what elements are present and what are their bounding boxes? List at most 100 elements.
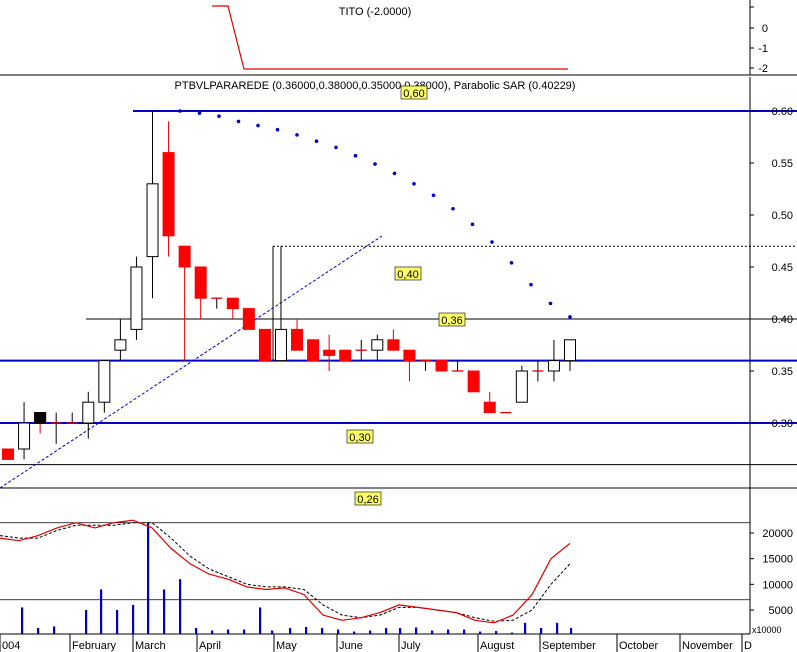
sar-dot (197, 111, 202, 115)
sar-dot (217, 114, 221, 118)
volume-bar (495, 631, 498, 634)
candle-body (194, 266, 207, 299)
candle-body-black (34, 412, 47, 424)
volume-tick-label: 5000 (769, 605, 793, 617)
candle-body (467, 370, 480, 393)
level-label-text: 0,26 (357, 494, 378, 506)
price-panel: PTBVLPARAREDE (0.36000,0.38000,0.35000,0… (0, 77, 797, 506)
sar-dot (470, 222, 475, 227)
indicator-panel: TITO (-2.0000) 0 -1 -2 (0, 0, 797, 76)
volume-tick-label: 20000 (762, 528, 793, 540)
level-label-text: 0,36 (441, 315, 462, 327)
sar-dot (314, 139, 319, 143)
candle-body (483, 401, 496, 414)
price-tick-label: 0.55 (772, 158, 793, 170)
level-label-box (354, 491, 382, 506)
indicator-y-ticks: 0 -1 -2 (750, 6, 768, 75)
volume-bar (116, 610, 119, 634)
candle-body (403, 349, 416, 362)
sar-dot (334, 145, 338, 150)
x-axis: 004 February March April May June July August Se… (0, 634, 752, 652)
volume-bar (85, 610, 88, 634)
candle-body (371, 339, 384, 351)
candles (2, 111, 576, 460)
volume-bar (511, 632, 514, 634)
candle-body (98, 360, 111, 403)
candle-body (387, 339, 400, 351)
candle-body (178, 245, 191, 268)
level-labels: 0,60 0,40 0,36 0,30 0,26 (346, 85, 466, 506)
sar-dot (295, 133, 299, 137)
volume-bar (243, 629, 246, 634)
price-tick-label: 0.30 (772, 418, 793, 430)
x-tick-label: 004 (2, 640, 20, 652)
volume-bar (556, 622, 559, 634)
sar-dot (529, 282, 533, 287)
sar-dot (256, 123, 260, 128)
price-tick-label: 0.40 (772, 314, 793, 326)
volume-bar (415, 627, 418, 634)
sar-dot (353, 153, 358, 158)
volume-bar (211, 630, 214, 634)
volume-y-ticks: 20000 15000 10000 5000 (750, 528, 793, 617)
candle-body (2, 448, 14, 460)
indicator-grid (0, 0, 797, 76)
volume-bar (463, 629, 466, 634)
price-tick-label: 0.35 (772, 366, 793, 378)
candle-body (307, 339, 320, 362)
indicator-line (212, 5, 568, 70)
volume-bar (179, 579, 182, 634)
candle-body (274, 328, 287, 362)
x-tick-label: D (744, 640, 752, 652)
volume-bar (479, 631, 482, 634)
volume-bar (447, 629, 450, 634)
candle-body (226, 297, 239, 310)
level-label-box (394, 266, 422, 281)
volume-tick-label: 15000 (762, 554, 793, 566)
volume-bar (195, 627, 198, 634)
volume-bar (385, 627, 388, 634)
candle-body (82, 401, 95, 424)
price-grid (0, 77, 797, 489)
volume-bar (337, 629, 340, 634)
volume-bar (570, 627, 573, 634)
indicator-tick-label: -1 (758, 43, 768, 55)
candle-body (162, 152, 175, 237)
x-tick-label: July (401, 640, 421, 652)
sar-dot (236, 119, 241, 124)
volume-ma-black (0, 522, 571, 622)
x-tick-label: August (480, 640, 514, 652)
x-tick-label: February (72, 640, 117, 652)
volume-bar (353, 631, 356, 634)
volume-bar (37, 627, 40, 634)
indicator-title: TITO (-2.0000) (339, 6, 412, 18)
candle-body (435, 360, 448, 372)
volume-bar (369, 630, 372, 634)
volume-bar (259, 607, 262, 634)
volume-bar (53, 626, 56, 634)
x-tick-label: October (619, 640, 658, 652)
volume-bar (227, 629, 230, 634)
volume-ma-red (0, 519, 571, 624)
price-tick-label: 0.50 (772, 210, 793, 222)
x-tick-label: April (199, 640, 221, 652)
sar-dot (412, 182, 416, 186)
candle-body (515, 370, 528, 403)
sar-dot (373, 162, 377, 166)
indicator-tick-label: -2 (758, 63, 768, 75)
sar-dot (392, 171, 397, 176)
indicator-tick-label: 0 (762, 23, 768, 35)
level-label-box (346, 429, 374, 444)
parabolic-sar (178, 109, 572, 319)
volume-bar (431, 630, 434, 634)
volume-moving-averages (0, 519, 571, 624)
candle-body (130, 266, 143, 330)
volume-bar (147, 522, 150, 634)
x-tick-label: September (542, 640, 596, 652)
level-label: 0,26 (354, 491, 382, 506)
indicator-series-line (212, 5, 568, 70)
price-trendline (0, 235, 383, 489)
candle-body (114, 339, 127, 351)
volume-bar (399, 627, 402, 634)
volume-multiplier-label: x10000 (752, 625, 782, 635)
